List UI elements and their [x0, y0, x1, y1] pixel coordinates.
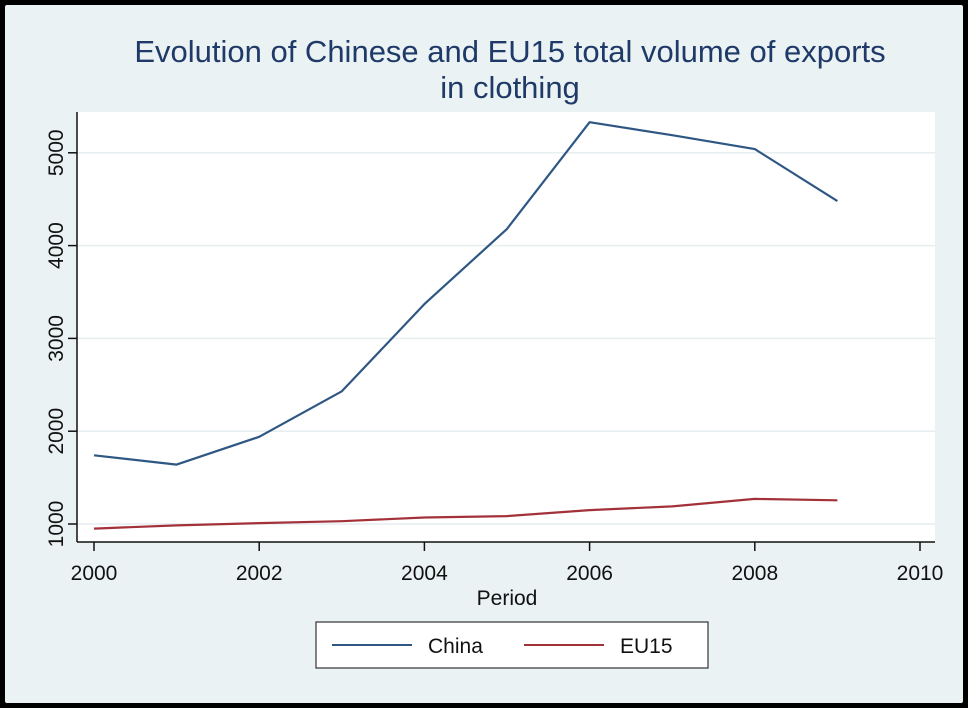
- plot-area: [77, 112, 935, 542]
- y-tick-label: 2000: [45, 408, 68, 455]
- legend-label-china: China: [428, 635, 483, 658]
- legend: China EU15: [315, 621, 709, 669]
- y-tick-label: 3000: [45, 315, 68, 362]
- chart-title-line-1: Evolution of Chinese and EU15 total volu…: [134, 34, 885, 69]
- series-line-china: [93, 121, 838, 466]
- y-tick-label: 5000: [45, 129, 68, 176]
- y-ticks: 1000 2000 3000 4000 5000: [45, 129, 77, 547]
- y-tick-label: 4000: [45, 222, 68, 269]
- x-tick-label: 2008: [731, 562, 778, 585]
- x-axis-label: Period: [477, 587, 538, 610]
- series-lines: [93, 121, 838, 530]
- series-line-eu15: [93, 497, 838, 530]
- legend-label-eu15: EU15: [620, 635, 673, 658]
- y-tick-label: 1000: [45, 501, 68, 548]
- x-ticks: 2000 2002 2004 2006 2008 2010: [71, 542, 944, 585]
- x-tick-label: 2002: [236, 562, 283, 585]
- axes: [76, 112, 935, 543]
- x-tick-label: 2004: [401, 562, 448, 585]
- x-tick-label: 2000: [71, 562, 118, 585]
- chart-title-line-2: in clothing: [440, 70, 580, 105]
- x-tick-label: 2006: [566, 562, 613, 585]
- x-tick-label: 2010: [897, 562, 944, 585]
